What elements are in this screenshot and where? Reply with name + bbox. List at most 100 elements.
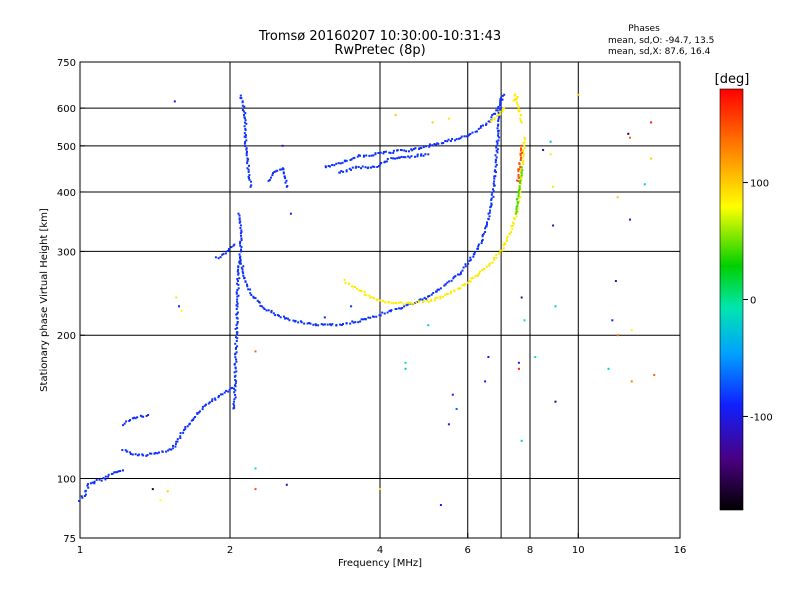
data-point xyxy=(339,162,342,165)
data-point xyxy=(499,109,502,111)
data-point xyxy=(461,269,464,272)
data-point xyxy=(87,483,89,486)
data-point xyxy=(370,166,372,169)
data-point xyxy=(235,292,238,295)
data-point xyxy=(519,191,522,193)
data-point xyxy=(460,271,462,274)
data-point xyxy=(485,225,488,228)
data-point xyxy=(229,387,232,390)
data-point xyxy=(469,280,472,283)
data-point xyxy=(402,303,405,306)
data-point xyxy=(211,398,214,401)
data-point xyxy=(462,266,465,269)
data-point xyxy=(142,454,145,457)
data-point xyxy=(373,297,376,300)
data-point xyxy=(184,428,187,431)
data-point xyxy=(271,174,274,177)
data-point xyxy=(552,224,555,227)
data-point xyxy=(95,478,98,481)
data-point xyxy=(142,415,145,418)
data-point xyxy=(232,403,235,405)
data-point xyxy=(396,157,399,160)
data-point xyxy=(483,268,486,271)
data-point xyxy=(400,155,403,158)
data-point xyxy=(495,256,498,259)
data-point xyxy=(239,94,242,97)
data-point xyxy=(386,311,389,314)
data-point xyxy=(511,225,514,227)
data-point xyxy=(392,302,395,305)
data-point xyxy=(520,169,523,172)
data-point xyxy=(279,316,282,319)
data-point xyxy=(360,290,363,292)
data-point xyxy=(371,165,374,168)
data-point xyxy=(444,140,447,142)
data-point xyxy=(496,115,499,117)
data-point xyxy=(403,305,406,308)
data-point xyxy=(235,336,237,339)
data-point xyxy=(455,408,458,410)
data-point xyxy=(236,337,239,340)
data-point xyxy=(244,136,247,139)
data-point xyxy=(515,208,518,211)
data-point xyxy=(245,147,248,150)
data-point xyxy=(395,302,397,305)
data-point xyxy=(133,416,136,419)
data-point xyxy=(243,142,246,145)
data-point xyxy=(179,437,182,439)
data-point xyxy=(263,308,266,310)
data-point xyxy=(473,253,476,256)
colorbar-label: [deg] xyxy=(715,72,750,87)
data-point xyxy=(495,140,498,143)
data-point xyxy=(239,244,242,247)
data-point xyxy=(358,289,361,292)
data-point xyxy=(218,395,220,397)
data-point xyxy=(416,153,419,156)
data-point xyxy=(219,393,222,396)
data-point xyxy=(294,319,297,322)
data-point xyxy=(439,504,442,506)
x-tick-label: 10 xyxy=(572,545,585,556)
data-point xyxy=(165,450,168,453)
data-point xyxy=(439,287,442,290)
data-point xyxy=(121,449,124,451)
data-point xyxy=(182,429,185,432)
data-point xyxy=(93,480,96,483)
data-point xyxy=(353,156,356,159)
x-tick-label: 4 xyxy=(377,545,383,556)
data-point xyxy=(242,110,245,113)
data-point xyxy=(497,105,500,108)
data-point xyxy=(434,296,437,299)
data-point xyxy=(485,123,487,126)
data-point xyxy=(486,223,488,226)
data-point xyxy=(355,165,358,168)
data-point xyxy=(408,156,411,159)
data-point xyxy=(354,321,357,324)
data-point xyxy=(412,148,415,150)
data-point xyxy=(491,191,494,194)
x-tick-label: 1 xyxy=(77,545,83,556)
data-point xyxy=(350,168,352,171)
data-point xyxy=(516,204,519,207)
data-point xyxy=(416,155,419,158)
data-point xyxy=(178,305,180,308)
data-point xyxy=(463,284,466,287)
data-point xyxy=(102,477,105,480)
data-point xyxy=(276,169,279,172)
data-point xyxy=(477,245,480,248)
data-point xyxy=(499,101,502,104)
data-point xyxy=(125,420,128,423)
data-point xyxy=(476,275,479,278)
data-point xyxy=(474,130,477,133)
data-point xyxy=(379,488,381,491)
data-point xyxy=(78,500,81,502)
data-point xyxy=(201,405,204,408)
data-point xyxy=(359,154,361,157)
data-point xyxy=(384,160,387,163)
data-point xyxy=(519,117,522,120)
data-point xyxy=(425,145,427,148)
data-point xyxy=(244,127,247,130)
data-point xyxy=(379,151,382,154)
data-point xyxy=(451,393,454,396)
data-point xyxy=(430,298,433,301)
